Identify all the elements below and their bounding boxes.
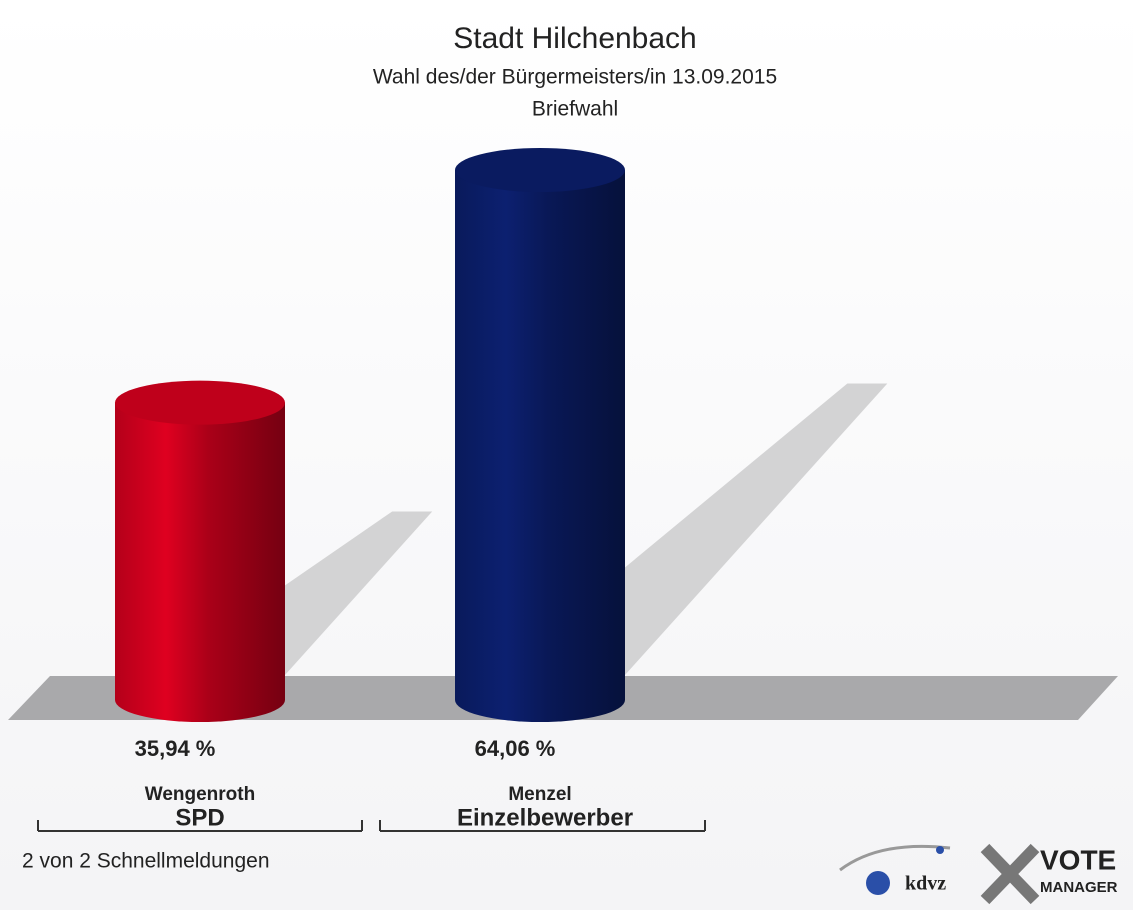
- value-label: 35,94 %: [135, 736, 216, 761]
- logo-text: VOTE: [1040, 844, 1116, 875]
- bar-body: [115, 402, 285, 700]
- bar-top: [115, 380, 285, 425]
- bar: [455, 148, 625, 722]
- bar-top: [455, 148, 625, 192]
- value-label: 64,06 %: [475, 736, 556, 761]
- footnote: 2 von 2 Schnellmeldungen: [22, 850, 270, 873]
- chart-subtitle: Wahl des/der Bürgermeisters/in 13.09.201…: [373, 66, 777, 89]
- chart-subtitle: Briefwahl: [532, 98, 618, 121]
- category-label: Menzel: [508, 784, 571, 805]
- category-label: Wengenroth: [145, 784, 255, 805]
- chart-title: Stadt Hilchenbach: [453, 22, 697, 55]
- bar-body: [455, 170, 625, 700]
- party-label: SPD: [175, 804, 224, 831]
- party-label: Einzelbewerber: [457, 804, 633, 831]
- plot: [115, 148, 888, 722]
- logo-text: MANAGER: [1040, 879, 1118, 896]
- logo: kdvz VOTE MANAGER: [839, 843, 1118, 905]
- bar: [115, 380, 285, 722]
- logo-text: kdvz: [905, 873, 946, 895]
